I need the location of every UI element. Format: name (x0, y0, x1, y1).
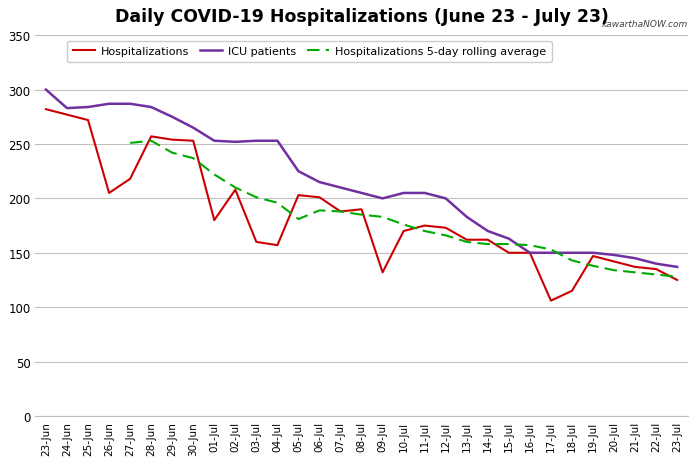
Hospitalizations (252, 239, 260, 245)
ICU patients (484, 229, 492, 234)
Line: Hospitalizations 5-day rolling average: Hospitalizations 5-day rolling average (130, 141, 677, 277)
Hospitalizations 5-day rolling average (189, 156, 198, 162)
ICU patients (274, 138, 282, 144)
Hospitalizations (379, 270, 387, 275)
Hospitalizations (463, 238, 471, 243)
Hospitalizations (484, 238, 492, 243)
Hospitalizations (631, 264, 639, 270)
Hospitalizations (589, 254, 597, 259)
Hospitalizations 5-day rolling average (631, 270, 639, 275)
Line: Hospitalizations: Hospitalizations (46, 110, 677, 301)
Hospitalizations (547, 298, 555, 304)
Hospitalizations (189, 138, 198, 144)
ICU patients (525, 250, 534, 256)
Hospitalizations 5-day rolling average (147, 138, 155, 144)
Hospitalizations (147, 134, 155, 140)
ICU patients (42, 88, 50, 93)
Hospitalizations (168, 138, 176, 143)
ICU patients (294, 169, 303, 175)
ICU patients (336, 185, 345, 191)
Hospitalizations 5-day rolling average (505, 242, 513, 247)
Hospitalizations 5-day rolling average (652, 272, 661, 278)
Hospitalizations (420, 223, 429, 229)
Hospitalizations 5-day rolling average (274, 200, 282, 206)
ICU patients (441, 196, 450, 202)
Hospitalizations 5-day rolling average (252, 195, 260, 200)
Hospitalizations (84, 118, 92, 124)
ICU patients (610, 253, 618, 258)
ICU patients (505, 236, 513, 242)
ICU patients (400, 191, 408, 196)
Hospitalizations (231, 188, 239, 193)
ICU patients (463, 215, 471, 220)
ICU patients (589, 250, 597, 256)
Hospitalizations (210, 218, 219, 224)
Hospitalizations (126, 177, 134, 182)
ICU patients (420, 191, 429, 196)
ICU patients (126, 102, 134, 107)
ICU patients (168, 115, 176, 120)
Hospitalizations (673, 278, 681, 283)
Hospitalizations 5-day rolling average (315, 208, 324, 213)
ICU patients (631, 256, 639, 262)
ICU patients (357, 191, 365, 196)
Hospitalizations (63, 113, 71, 118)
Hospitalizations 5-day rolling average (589, 263, 597, 269)
Hospitalizations 5-day rolling average (463, 239, 471, 245)
Title: Daily COVID-19 Hospitalizations (June 23 - July 23): Daily COVID-19 Hospitalizations (June 23… (115, 8, 608, 26)
Hospitalizations (42, 107, 50, 113)
Hospitalizations (525, 250, 534, 256)
ICU patients (379, 196, 387, 202)
Hospitalizations (441, 225, 450, 231)
Hospitalizations (400, 229, 408, 234)
Hospitalizations 5-day rolling average (336, 209, 345, 215)
ICU patients (652, 261, 661, 267)
ICU patients (231, 140, 239, 145)
Hospitalizations 5-day rolling average (525, 243, 534, 249)
Hospitalizations (315, 195, 324, 200)
ICU patients (673, 264, 681, 270)
Hospitalizations 5-day rolling average (357, 213, 365, 218)
ICU patients (147, 105, 155, 111)
Hospitalizations 5-day rolling average (210, 172, 219, 178)
Hospitalizations 5-day rolling average (126, 141, 134, 146)
Hospitalizations 5-day rolling average (484, 242, 492, 247)
Line: ICU patients: ICU patients (46, 90, 677, 267)
ICU patients (252, 138, 260, 144)
Hospitalizations (105, 191, 113, 196)
ICU patients (63, 106, 71, 112)
ICU patients (315, 180, 324, 186)
Hospitalizations (294, 193, 303, 199)
Hospitalizations 5-day rolling average (547, 247, 555, 253)
Hospitalizations 5-day rolling average (231, 185, 239, 191)
ICU patients (105, 102, 113, 107)
Legend: Hospitalizations, ICU patients, Hospitalizations 5-day rolling average: Hospitalizations, ICU patients, Hospital… (68, 42, 551, 63)
ICU patients (568, 250, 576, 256)
Hospitalizations 5-day rolling average (379, 215, 387, 220)
Hospitalizations (357, 207, 365, 213)
Hospitalizations 5-day rolling average (441, 233, 450, 238)
Text: kawarthaNOW.com: kawarthaNOW.com (601, 19, 688, 29)
Hospitalizations 5-day rolling average (610, 268, 618, 273)
Hospitalizations 5-day rolling average (168, 150, 176, 156)
Hospitalizations (336, 209, 345, 215)
Hospitalizations (274, 243, 282, 249)
ICU patients (210, 138, 219, 144)
Hospitalizations (568, 288, 576, 294)
ICU patients (547, 250, 555, 256)
Hospitalizations (505, 250, 513, 256)
Hospitalizations (652, 267, 661, 272)
Hospitalizations 5-day rolling average (294, 217, 303, 222)
Hospitalizations 5-day rolling average (420, 229, 429, 234)
Hospitalizations (610, 259, 618, 265)
Hospitalizations 5-day rolling average (673, 274, 681, 280)
ICU patients (84, 105, 92, 111)
Hospitalizations 5-day rolling average (400, 222, 408, 228)
ICU patients (189, 125, 198, 131)
Hospitalizations 5-day rolling average (568, 258, 576, 263)
